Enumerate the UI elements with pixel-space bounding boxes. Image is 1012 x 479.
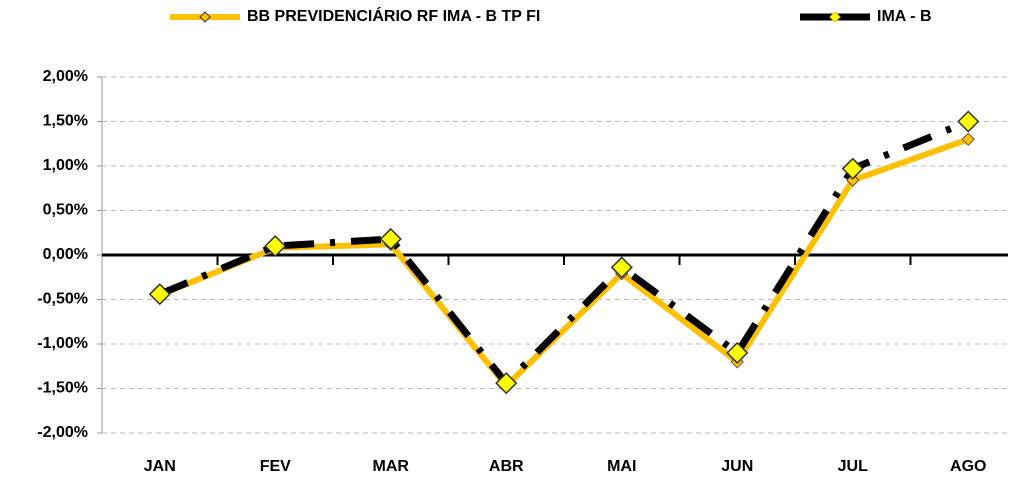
y-tick-label: 0,00% <box>43 246 88 263</box>
legend-marker <box>829 11 841 23</box>
y-tick-label: -1,50% <box>37 380 88 397</box>
point-marker <box>841 157 864 180</box>
point-marker <box>726 341 749 364</box>
point-marker <box>379 227 402 251</box>
point-marker <box>264 235 287 258</box>
y-tick-label: 0,50% <box>43 202 88 219</box>
x-tick-label: AGO <box>950 458 986 475</box>
series-line <box>158 118 970 387</box>
point-marker <box>148 283 171 306</box>
y-tick-label: -2,00% <box>37 424 88 441</box>
y-tick-label: 1,50% <box>43 113 88 130</box>
legend-marker <box>199 11 211 23</box>
y-tick-label: 1,00% <box>43 157 88 174</box>
legend-label: IMA - B <box>877 8 932 25</box>
y-tick-label: -0,50% <box>37 291 88 308</box>
x-tick-label: ABR <box>489 458 524 475</box>
point-marker <box>610 256 633 279</box>
x-tick-label: FEV <box>260 458 291 475</box>
point-marker <box>495 372 518 395</box>
x-tick-label: JUN <box>721 458 753 475</box>
point-marker <box>957 110 980 133</box>
y-tick-label: -1,00% <box>37 335 88 352</box>
x-tick-label: JAN <box>144 458 176 475</box>
point-marker <box>961 132 975 147</box>
x-tick-label: MAR <box>373 458 410 475</box>
legend-label: BB PREVIDENCIÁRIO RF IMA - B TP FI <box>247 6 540 25</box>
y-tick-label: 2,00% <box>43 68 88 85</box>
x-tick-label: MAI <box>607 458 636 475</box>
x-tick-label: JUL <box>838 458 868 475</box>
point-marker <box>846 173 860 187</box>
